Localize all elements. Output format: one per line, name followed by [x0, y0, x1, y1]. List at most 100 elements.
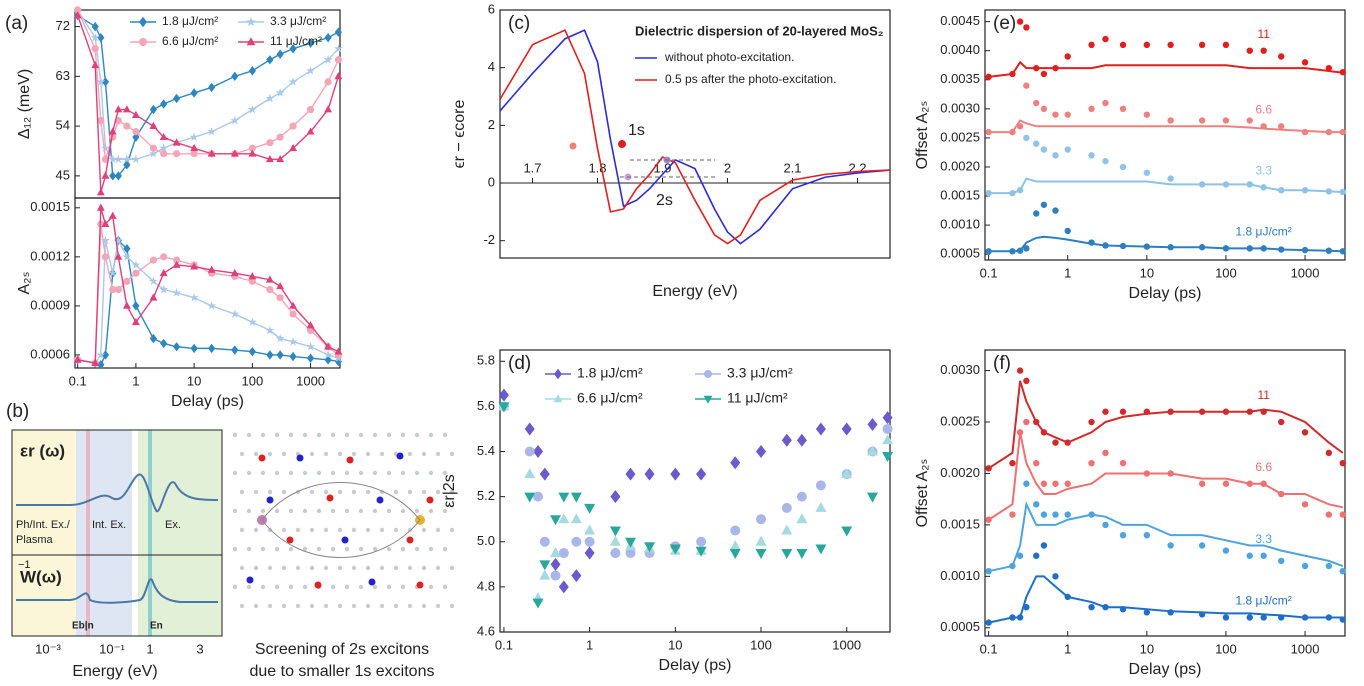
data-point: [334, 27, 342, 37]
data-point: [1009, 128, 1016, 136]
data-point: [796, 549, 808, 560]
data-point: [1278, 614, 1285, 621]
x-tick-label: 1000: [296, 373, 325, 388]
atom: [386, 508, 392, 514]
data-point: [1016, 552, 1024, 559]
data-point: [730, 525, 741, 536]
data-point: [306, 353, 315, 363]
atom: [386, 470, 392, 476]
y-tick-label: -2: [483, 232, 495, 247]
data-point: [160, 150, 168, 158]
x-tick-label: 1: [1064, 265, 1071, 280]
data-point: [1260, 47, 1267, 54]
data-point: [1167, 609, 1174, 616]
atom: [372, 546, 378, 552]
data-point: [266, 55, 274, 65]
data-point: [644, 467, 655, 481]
atom: [386, 584, 392, 590]
atom: [267, 527, 273, 533]
data-point: [539, 560, 551, 571]
atom: [358, 546, 364, 552]
data-point: [695, 546, 707, 557]
atom: [344, 546, 350, 552]
atom: [309, 603, 315, 609]
y-tick-label: 63: [56, 68, 70, 83]
atom: [442, 584, 448, 590]
data-point: [149, 333, 158, 344]
data-point: [122, 301, 131, 309]
data-point: [1033, 99, 1040, 107]
atom: [274, 432, 280, 438]
data-point: [132, 301, 140, 311]
data-point: [96, 350, 106, 359]
data-point: [729, 549, 741, 560]
atom: [281, 527, 287, 533]
atom: [316, 470, 322, 476]
fit-line: [988, 60, 1343, 78]
data-point: [289, 122, 297, 130]
fit-line: [988, 177, 1343, 195]
atom: [232, 470, 238, 476]
data-point: [571, 569, 582, 583]
x-tick-label: 1.8: [588, 160, 606, 175]
atom: [302, 546, 308, 552]
data-point: [867, 417, 878, 431]
y-tick-label: 0.0009: [30, 297, 70, 312]
data-point: [289, 143, 298, 152]
data-point: [306, 127, 315, 135]
data-point: [539, 467, 550, 481]
atom: [260, 470, 266, 476]
data-point: [208, 82, 216, 93]
data-point: [246, 16, 256, 27]
atom: [442, 432, 448, 438]
data-point: [1339, 511, 1346, 518]
chart-title: Dielectric dispersion of 20-layered MoS₂: [635, 23, 884, 38]
atom: [281, 489, 287, 495]
data-point: [730, 456, 741, 470]
data-point: [109, 285, 117, 294]
label: Eb|n: [72, 621, 94, 632]
data-point: [882, 452, 894, 463]
data-point: [609, 526, 621, 537]
series-label: 1.8 μJ/cm²: [1236, 594, 1292, 608]
atom: [449, 565, 455, 571]
data-point: [159, 132, 168, 141]
atom: [365, 565, 371, 571]
data-point: [1167, 408, 1174, 415]
data-point: [1301, 187, 1309, 194]
caption: due to smaller 1s excitons: [250, 663, 435, 680]
data-point: [524, 492, 536, 503]
data-point: [1052, 152, 1059, 159]
series-label: 6.6: [1255, 460, 1272, 474]
atom: [344, 508, 350, 514]
data-point: [123, 243, 131, 254]
data-point: [1325, 614, 1333, 621]
data-point: [1102, 521, 1109, 529]
data-point: [1198, 117, 1206, 124]
legend-label: 3.3 μJ/cm²: [727, 365, 793, 381]
x-tick-label: 2: [724, 160, 731, 175]
atom: [386, 432, 392, 438]
atom: [400, 584, 406, 590]
panel-label: (f): [993, 353, 1011, 374]
data-point: [756, 514, 767, 525]
marker-band: [148, 430, 152, 636]
atom: [239, 565, 245, 571]
data-point: [1143, 408, 1151, 415]
data-point: [1278, 246, 1285, 253]
data-point: [1222, 547, 1230, 554]
fit-line: [988, 119, 1343, 134]
data-point: [985, 248, 992, 255]
data-point: [1167, 542, 1174, 549]
data-point: [149, 104, 158, 115]
data-point: [1052, 111, 1059, 118]
data-point: [1119, 41, 1127, 49]
data-point: [1325, 188, 1333, 195]
atom: [442, 508, 448, 514]
x-tick-label: 0.1: [980, 265, 998, 280]
data-point: [1278, 418, 1285, 426]
data-point: [1009, 70, 1016, 78]
data-point: [1339, 616, 1346, 623]
y-tick-label: 0: [488, 174, 495, 189]
data-point: [1052, 439, 1059, 446]
